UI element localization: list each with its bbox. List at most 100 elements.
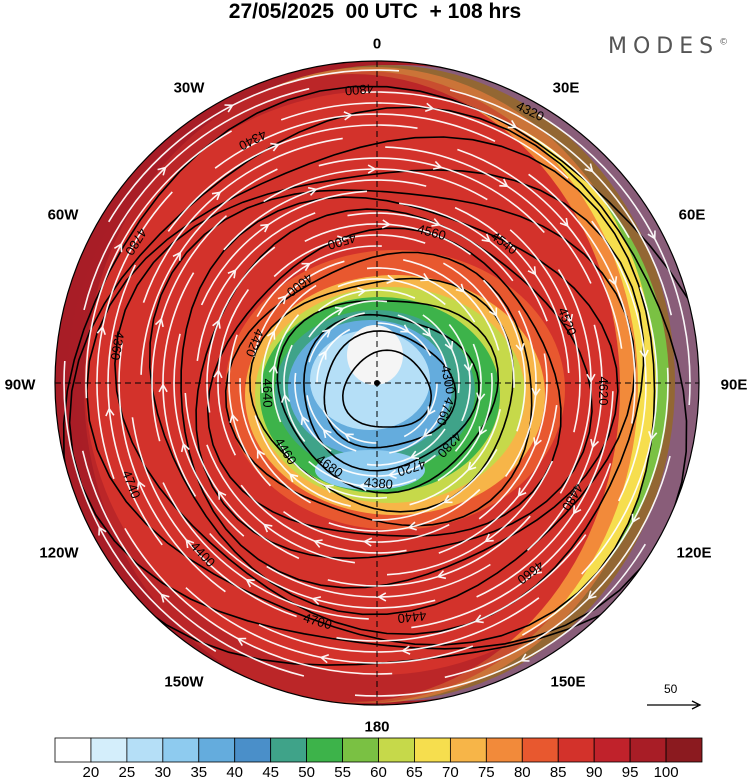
streamline-arrow (324, 484, 334, 494)
lon-label-30e: 30E (552, 79, 580, 97)
streamline-arrow (213, 368, 223, 379)
streamline-arrow (639, 349, 649, 359)
contour-label: 4300 (438, 364, 458, 395)
streamline-arrow (532, 565, 543, 575)
lon-label-30w: 30W (173, 79, 205, 97)
colorbar-swatch (521, 737, 559, 763)
streamline-arrow (268, 364, 278, 374)
lon-label-150w: 150W (164, 673, 204, 691)
streamline-arrow (507, 119, 518, 129)
map-border (54, 60, 700, 706)
colorbar-swatch (629, 737, 667, 763)
streamline-arrow (307, 186, 318, 196)
streamline-arrow (321, 328, 332, 338)
streamline-arrow (289, 473, 299, 483)
streamline-arrow (400, 324, 410, 333)
streamline-arrow (211, 191, 222, 201)
streamline-arrow (387, 469, 397, 480)
colorbar-tick-label: 65 (406, 764, 423, 781)
colorbar-tick-label: 35 (190, 764, 208, 781)
streamline-arrow (431, 218, 441, 227)
streamline-arrow (318, 350, 327, 360)
streamline-arrow (381, 219, 392, 229)
map-title: 27/05/2025 00 UTC + 108 hrs (228, 0, 522, 23)
streamline-arrow (322, 428, 332, 439)
height-contours (62, 85, 699, 666)
colorbar-swatch (306, 737, 343, 763)
colorbar-swatch (234, 737, 272, 763)
colorbar-tick-label: 25 (118, 764, 136, 781)
lon-label-120e: 120E (676, 544, 712, 562)
streamline-arrow (98, 526, 107, 536)
colorbar-tick-label: 70 (442, 764, 459, 781)
streamline-arrow (586, 373, 596, 383)
streamline-arrow (217, 490, 227, 500)
colorbar-tick-label: 80 (513, 764, 531, 781)
contour-line (68, 106, 688, 650)
streamline-arrow (420, 272, 430, 282)
map-disc: 4760472046804640460045604520448044404400… (55, 61, 699, 705)
colorbar-swatch (378, 737, 415, 763)
colorbar-tick-label: 55 (334, 764, 351, 781)
streamline-arrow (488, 307, 498, 318)
contour-line (276, 299, 500, 494)
modes-logo: MODES© (608, 34, 728, 59)
streamline-arrow (224, 104, 234, 113)
streamline-arrow (515, 343, 525, 353)
streamline-arrow (424, 102, 435, 112)
streamline-arrow (313, 539, 323, 548)
streamline-arrow (517, 487, 527, 497)
streamline-arrow (442, 494, 453, 504)
contour-line (206, 227, 562, 537)
lon-label-0: 0 (372, 35, 382, 53)
streamline-arrow (337, 235, 347, 245)
streamline-arrow (478, 426, 488, 436)
streamline-arrow (344, 433, 354, 442)
streamline-arrow (229, 413, 239, 423)
colorbar-tick-label: 45 (262, 764, 280, 781)
contour-label: 4560 (416, 221, 448, 243)
lon-label-60e: 60E (678, 206, 706, 224)
streamline-arrow (277, 295, 287, 305)
streamline-arrow (263, 523, 273, 533)
colorbar (54, 737, 703, 763)
streamline-arrow (463, 363, 474, 373)
reference-vector-label: 50 (664, 682, 678, 696)
streamline-arrow (422, 327, 432, 338)
colorbar-swatch (54, 737, 92, 763)
colorbar-tick-label: 60 (370, 764, 387, 781)
streamline-arrow (407, 521, 417, 531)
reference-vector-head (691, 700, 702, 710)
streamline-arrow (357, 286, 367, 297)
streamline-arrow (499, 178, 509, 188)
streamline-arrow (301, 262, 312, 272)
streamline-arrow (455, 283, 465, 293)
streamline-arrow (481, 233, 491, 243)
contour-label: 4800 (344, 81, 374, 98)
contour-label: 4440 (397, 608, 427, 626)
streamline-arrow (172, 251, 182, 261)
lon-label-90w: 90W (4, 376, 36, 394)
contour-label: 4360 (108, 330, 128, 361)
colorbar-tick-label: 90 (585, 764, 603, 781)
contour-line (180, 196, 619, 589)
streamline-arrow (559, 217, 569, 228)
streamline-arrow (590, 438, 600, 449)
streamline-arrow (311, 596, 322, 606)
colorbar-tick-label: 100 (653, 764, 679, 781)
streamline-arrow (236, 637, 247, 647)
colorbar-tick-label: 95 (621, 764, 639, 781)
colorbar-tick-label: 50 (298, 764, 315, 781)
streamline-arrow (158, 383, 168, 393)
colorbar-tick-label: 20 (82, 764, 100, 781)
contour-label: 4640 (260, 378, 276, 407)
lon-label-90e: 90E (720, 376, 748, 394)
streamline-arrow (343, 111, 353, 121)
wind-streamlines (63, 69, 691, 697)
streamline-arrow (467, 461, 477, 471)
colorbar-tick-label: 30 (154, 764, 172, 781)
streamline-arrow (527, 266, 537, 276)
contour-line (303, 313, 480, 472)
streamline-arrow (474, 614, 484, 624)
colorbar-tick-label: 75 (477, 764, 495, 781)
